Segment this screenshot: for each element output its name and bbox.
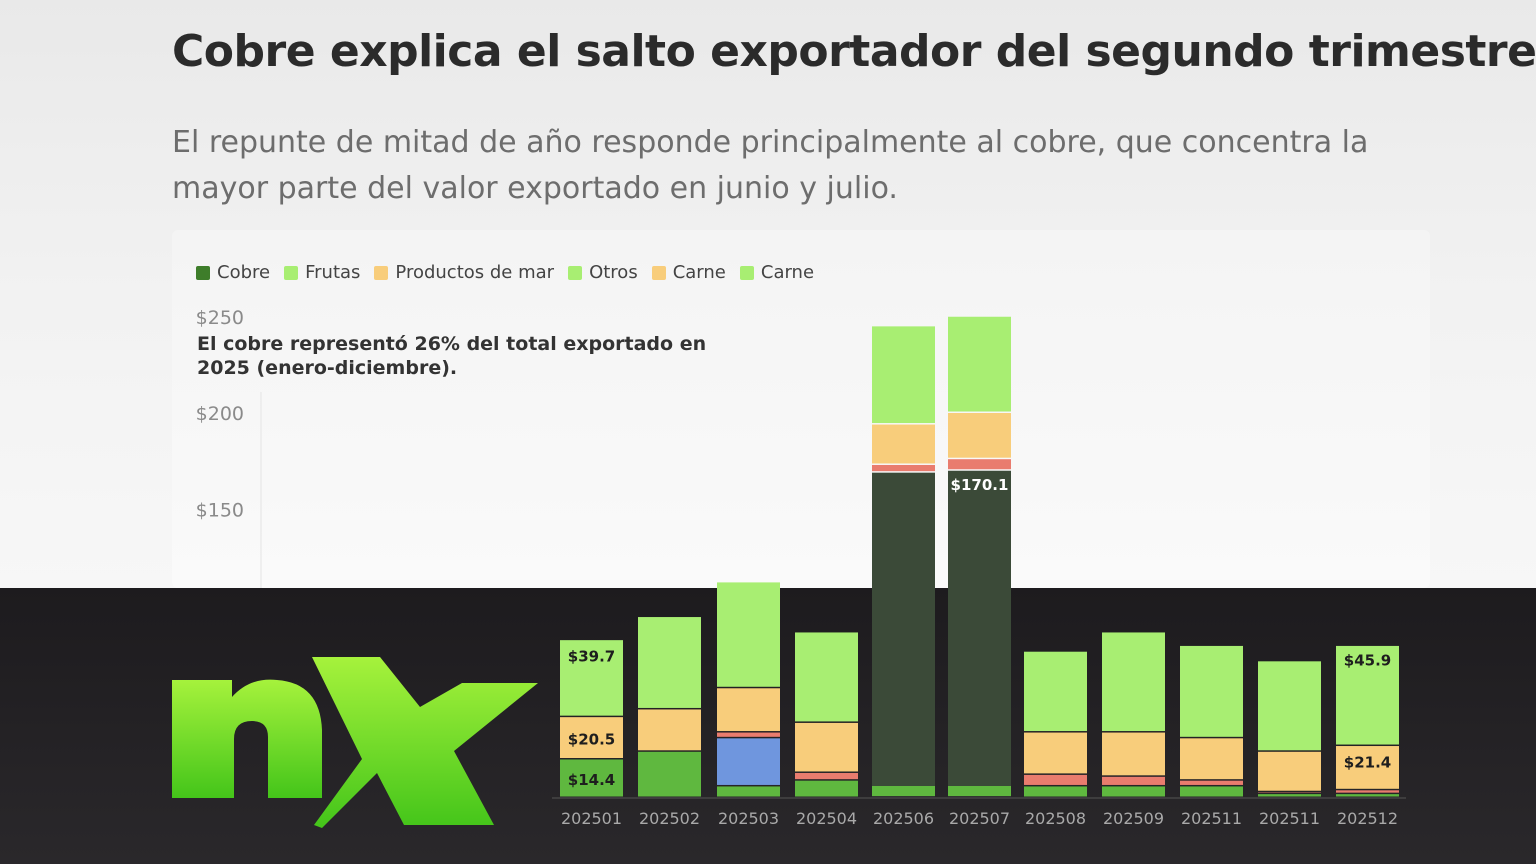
data-label: $39.7 xyxy=(568,648,615,666)
bar-segment-green[interactable] xyxy=(1258,661,1321,751)
legend-swatch xyxy=(196,265,210,280)
x-tick-label: 202511 xyxy=(1181,809,1242,828)
legend-item-frutas[interactable]: Frutas xyxy=(284,262,360,283)
legend-swatch xyxy=(374,265,389,280)
bars xyxy=(560,316,1399,797)
data-label: $14.4 xyxy=(568,771,615,789)
chart-annotation: El cobre representó 26% del total export… xyxy=(197,333,707,379)
legend-swatch xyxy=(568,265,583,280)
bar-segment-base[interactable] xyxy=(948,470,1011,797)
bar-segment-red[interactable] xyxy=(1102,776,1165,785)
bar-segment-green[interactable] xyxy=(872,326,935,424)
data-label: $20.5 xyxy=(568,730,615,748)
legend-item-carne[interactable]: Carne xyxy=(651,262,726,283)
x-tick-label: 202502 xyxy=(639,809,700,828)
bar-segment-red[interactable] xyxy=(948,459,1011,470)
chart-legend: Cobre Frutas Productos de mar Otros Carn… xyxy=(196,262,814,283)
bar-segment-orange[interactable] xyxy=(795,722,858,772)
bar-segment-base[interactable] xyxy=(1102,786,1165,797)
x-tick-label: 202512 xyxy=(1337,809,1398,828)
bar-segment-base[interactable] xyxy=(795,780,858,797)
x-tick-label: 202504 xyxy=(796,809,857,828)
bar-segment-red[interactable] xyxy=(1024,774,1087,785)
bar-segment-base[interactable] xyxy=(1024,786,1087,797)
legend-label: Carne xyxy=(672,262,726,283)
bar-segment-red[interactable] xyxy=(1180,780,1243,785)
y-tick-label: $150 xyxy=(196,499,244,521)
bar-segment-orange[interactable] xyxy=(717,688,780,732)
bar-segment-green[interactable] xyxy=(948,316,1011,412)
legend-label: Carne xyxy=(760,262,815,283)
legend-label: Otros xyxy=(589,262,638,283)
bar-segment-orange[interactable] xyxy=(638,709,701,751)
bar-segment-green[interactable] xyxy=(717,582,780,687)
x-tick-label: 202501 xyxy=(561,809,622,828)
legend-label: Productos de mar xyxy=(395,262,555,283)
bar-segment-base[interactable] xyxy=(638,751,701,797)
bar-segment-base[interactable] xyxy=(717,786,780,797)
bar-segment-base-band xyxy=(948,786,1011,796)
bar-segment-orange[interactable] xyxy=(560,717,623,758)
legend-item-cobre[interactable]: Cobre xyxy=(196,262,270,283)
bar-segment-orange[interactable] xyxy=(1336,746,1399,789)
bar-segment-green[interactable] xyxy=(1180,645,1243,737)
x-tick-label: 202511 xyxy=(1259,809,1320,828)
legend-item-carne-2[interactable]: Carne xyxy=(739,262,815,283)
bar-segment-green[interactable] xyxy=(795,632,858,722)
x-tick-label: 202503 xyxy=(718,809,779,828)
bar-segment-orange[interactable] xyxy=(1102,732,1165,776)
x-tick-label: 202508 xyxy=(1025,809,1086,828)
page-subtitle: El repunte de mitad de año responde prin… xyxy=(172,125,1369,206)
bar-segment-green[interactable] xyxy=(1102,632,1165,732)
legend-swatch xyxy=(284,265,299,280)
legend-swatch xyxy=(739,265,754,280)
bar-segment-red[interactable] xyxy=(872,464,935,472)
bar-segment-orange[interactable] xyxy=(948,413,1011,458)
legend-item-productos-de-mar[interactable]: Productos de mar xyxy=(374,262,554,283)
bar-segment-base-band xyxy=(872,786,935,796)
bar-segment-base[interactable] xyxy=(1180,786,1243,797)
data-label: $45.9 xyxy=(1344,651,1391,669)
bar-segment-green[interactable] xyxy=(1336,645,1399,745)
data-labels: $14.4 $20.5 $39.7 $170.1 $21.4 $45.9 xyxy=(568,476,1391,789)
legend-label: Frutas xyxy=(305,262,361,283)
y-tick-label: $200 xyxy=(196,403,244,425)
bar-segment-orange[interactable] xyxy=(1024,732,1087,774)
bar-segment-base[interactable] xyxy=(872,472,935,797)
bar-segment-base[interactable] xyxy=(1258,794,1321,797)
bar-segment-red[interactable] xyxy=(795,772,858,780)
bar-segment-base[interactable] xyxy=(560,759,623,797)
x-tick-label: 202506 xyxy=(873,809,934,828)
legend-swatch xyxy=(651,265,666,280)
nx-logo xyxy=(172,657,538,828)
page-title: Cobre explica el salto exportador del se… xyxy=(172,26,1536,77)
y-axis: $150 $200 $250 xyxy=(196,307,262,588)
y-tick-label: $250 xyxy=(196,307,244,329)
bar-segment-base[interactable] xyxy=(1336,794,1399,797)
bar-segment-orange[interactable] xyxy=(1258,751,1321,791)
bar-segment-green[interactable] xyxy=(1024,651,1087,732)
legend-label: Cobre xyxy=(217,262,271,283)
bar-segment-orange[interactable] xyxy=(872,424,935,464)
bar-segment-blue[interactable] xyxy=(717,738,780,785)
data-label: $170.1 xyxy=(951,476,1009,494)
data-label: $21.4 xyxy=(1344,753,1391,771)
bar-segment-red[interactable] xyxy=(1336,790,1399,793)
bar-segment-red[interactable] xyxy=(717,732,780,737)
bar-segment-green[interactable] xyxy=(560,640,623,716)
bar-segment-orange[interactable] xyxy=(1180,738,1243,780)
x-axis: 202501 202502 202503 202504 202506 202507 2025… xyxy=(552,797,1406,828)
chart-card xyxy=(172,230,1430,588)
legend-item-otros[interactable]: Otros xyxy=(568,262,638,283)
bar-segment-green[interactable] xyxy=(638,617,701,708)
x-tick-label: 202509 xyxy=(1103,809,1164,828)
x-tick-label: 202507 xyxy=(949,809,1010,828)
